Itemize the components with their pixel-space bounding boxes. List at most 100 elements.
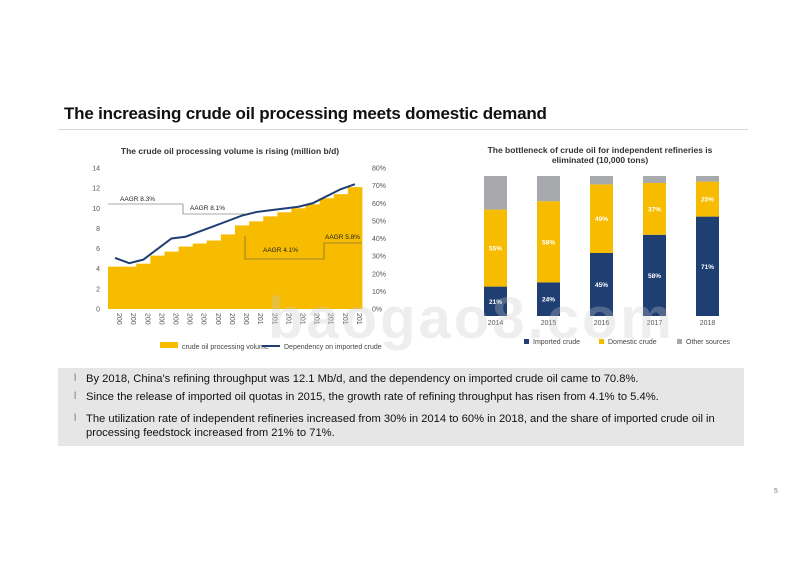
x-tick-label: 200 [129, 313, 136, 325]
segment-value-label: 58% [542, 239, 555, 246]
right-y-tick-label: 60% [372, 201, 386, 208]
slide-title: The increasing crude oil processing meet… [64, 104, 547, 123]
volume-bar [263, 216, 278, 309]
volume-bar [108, 266, 123, 309]
aagr-annotation: AAGR 4.1% [263, 247, 298, 254]
left-y-tick-label: 10 [92, 206, 100, 213]
x-tick-label: 200 [115, 313, 122, 325]
stacked-segment [643, 183, 666, 235]
left-y-tick-label: 2 [96, 286, 100, 293]
x-tick-label: 2016 [594, 320, 610, 327]
dependency-line [114, 183, 356, 265]
x-tick-label: 200 [242, 313, 249, 325]
left-y-tick-label: 6 [96, 246, 100, 253]
right-y-tick-label: 70% [372, 183, 386, 190]
legend-swatch-volume [160, 342, 178, 348]
processing-volume-chart: 0 2 4 6 8 10 12 14 0% 10% 20% 30% 40% 50% 60% 70% 80% 200… [92, 166, 386, 352]
x-tick-label: 2014 [488, 320, 504, 327]
page-number: 5 [774, 488, 778, 495]
legend-swatch [677, 339, 682, 344]
note-text: By 2018, China's refining throughput was… [86, 373, 639, 385]
x-tick-label: 2015 [541, 320, 557, 327]
legend-label: Domestic crude [608, 339, 657, 346]
x-tick-label: 201 [299, 313, 306, 325]
right-y-tick-label: 40% [372, 236, 386, 243]
stacked-segment [537, 176, 560, 202]
volume-bar [220, 234, 236, 309]
x-tick-label: 201 [355, 313, 362, 325]
legend-label: Dependency on imported crude [284, 344, 382, 351]
x-tick-label: 201 [284, 313, 291, 325]
notes-box: l By 2018, China's refining throughput w… [58, 368, 744, 446]
volume-bar [249, 221, 264, 309]
x-tick-label: 201 [327, 313, 334, 325]
stacked-segment [484, 176, 507, 210]
left-y-tick-label: 4 [96, 266, 100, 273]
volume-bar [305, 204, 321, 309]
right-y-tick-label: 80% [372, 166, 386, 173]
right-y-tick-label: 20% [372, 271, 386, 278]
left-y-tick-label: 14 [92, 166, 100, 173]
stacked-segment [590, 184, 613, 253]
stacked-segment [590, 253, 613, 316]
segment-value-label: 21% [489, 299, 502, 306]
segment-value-label: 25% [701, 197, 714, 204]
x-tick-label: 201 [270, 313, 277, 325]
stacked-segment [643, 234, 666, 316]
right-chart-title: The bottleneck of crude oil for independ… [487, 145, 713, 165]
legend-swatch [524, 339, 529, 344]
left-y-tick-label: 12 [92, 186, 100, 193]
volume-bar [136, 263, 151, 309]
stacked-segment [537, 201, 560, 283]
x-tick-label: 200 [214, 313, 221, 325]
x-tick-label: 200 [200, 313, 207, 325]
segment-value-label: 55% [489, 246, 502, 253]
segment-value-label: 71% [701, 264, 714, 271]
left-chart-title: The crude oil processing volume is risin… [120, 146, 340, 156]
aagr-annotation: AAGR 8.3% [120, 196, 155, 203]
stacked-segment [696, 176, 719, 182]
volume-bar [206, 240, 222, 309]
volume-bar [122, 266, 137, 309]
x-tick-label: 201 [313, 313, 320, 325]
stacked-segment [590, 176, 613, 185]
legend-swatch [599, 339, 604, 344]
volume-bar [178, 246, 194, 309]
volume-bar [164, 251, 179, 309]
x-tick-label: 200 [157, 313, 164, 325]
left-y-tick-label: 0 [96, 307, 100, 314]
x-tick-label: 200 [228, 313, 235, 325]
right-y-tick-label: 50% [372, 218, 386, 225]
legend-label: crude oil processing volume [182, 344, 269, 351]
bullet-mark: l [74, 413, 77, 424]
x-tick-label: 2018 [700, 320, 716, 327]
legend-label: Imported crude [533, 339, 580, 346]
stacked-segment [643, 176, 666, 183]
volume-bar [333, 194, 349, 309]
volume-bar [150, 255, 165, 309]
x-tick-label: 200 [186, 313, 193, 325]
stacked-segment [696, 181, 719, 217]
stacked-segment [696, 216, 719, 316]
volume-bar [291, 208, 306, 309]
volume-bar [319, 198, 335, 309]
segment-value-label: 45% [595, 282, 608, 289]
segment-value-label: 58% [648, 273, 661, 280]
note-text: Since the release of imported oil quotas… [86, 391, 659, 403]
stacked-segment [484, 286, 507, 316]
stacked-segment [484, 209, 507, 287]
bullet-mark: l [74, 373, 77, 384]
volume-bar [235, 225, 250, 309]
segment-value-label: 37% [648, 206, 661, 213]
x-tick-label: 200 [143, 313, 150, 325]
volume-bar [277, 212, 292, 309]
right-y-tick-label: 0% [372, 307, 382, 314]
legend-label: Other sources [686, 339, 730, 346]
left-y-tick-label: 8 [96, 226, 100, 233]
aagr-annotation: AAGR 5.8% [325, 234, 360, 241]
x-tick-label: 201 [341, 313, 348, 325]
aagr-annotation: AAGR 8.1% [190, 205, 225, 212]
x-tick-label: 2017 [647, 320, 663, 327]
segment-value-label: 24% [542, 297, 555, 304]
volume-bar [347, 187, 363, 309]
